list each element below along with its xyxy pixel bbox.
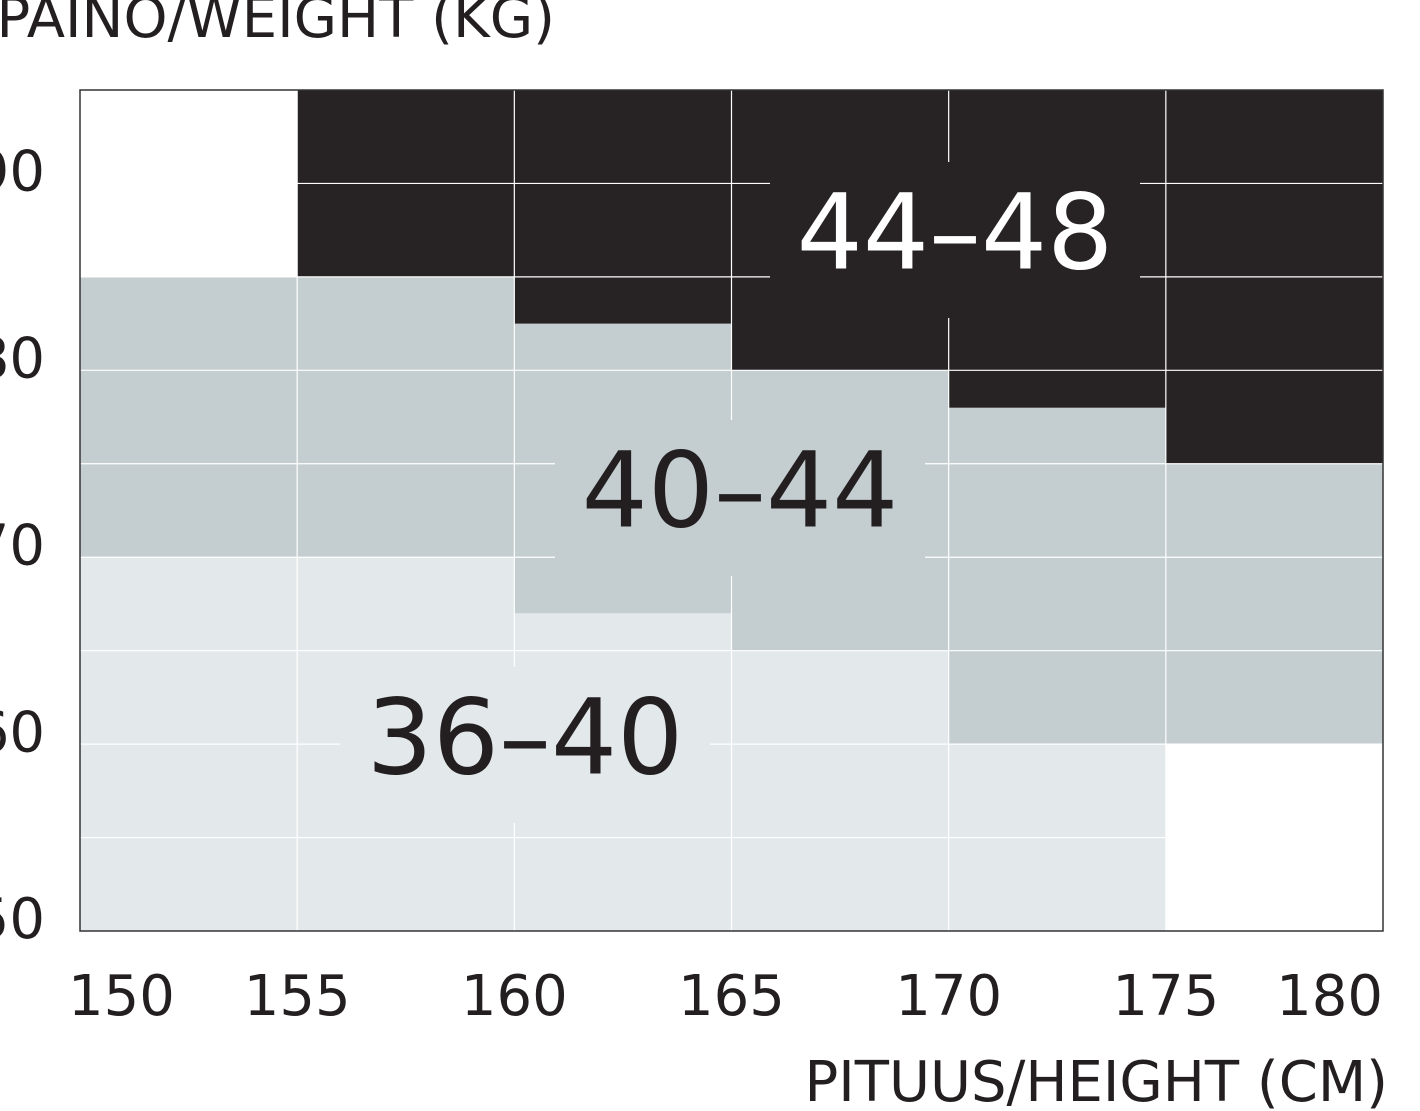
size-region — [731, 650, 949, 931]
size-region — [1165, 463, 1383, 745]
size-region — [80, 276, 298, 558]
y-tick-label: 60 — [0, 700, 45, 765]
y-axis-title: PAINO/WEIGHT (KG) — [0, 0, 555, 51]
plot-border — [79, 89, 1384, 932]
x-tick-label: 170 — [895, 964, 1002, 1029]
x-tick-label: 175 — [1112, 964, 1219, 1029]
region-label: 40–44 — [582, 429, 899, 551]
size-region — [948, 407, 1166, 745]
x-tick-label: 150 — [68, 964, 175, 1029]
label-backdrop — [770, 162, 1140, 318]
y-tick-label: 50 — [0, 887, 45, 952]
label-backdrop — [340, 667, 710, 823]
x-tick-label: 155 — [244, 964, 351, 1029]
size-region — [514, 90, 732, 324]
size-region — [297, 276, 515, 558]
region-label: 44–48 — [797, 171, 1114, 293]
y-tick-label: 70 — [0, 513, 45, 578]
y-tick-label: 90 — [0, 140, 45, 205]
x-tick-label: 160 — [461, 964, 568, 1029]
label-backdrop — [555, 420, 925, 576]
y-tick-label: 80 — [0, 326, 45, 391]
x-axis-title: PITUUS/HEIGHT (CM) — [804, 1050, 1388, 1111]
x-tick-label: 165 — [678, 964, 785, 1029]
region-label: 36–40 — [367, 676, 684, 798]
x-tick-label: 180 — [1276, 964, 1383, 1029]
